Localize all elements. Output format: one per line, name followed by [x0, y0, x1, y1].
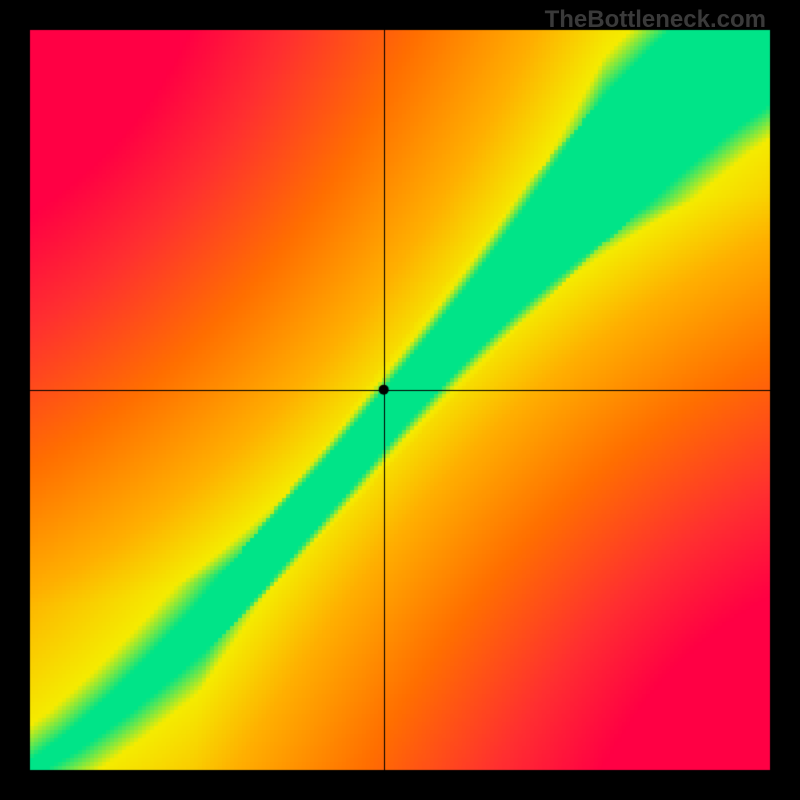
- heatmap-canvas: [0, 0, 800, 800]
- chart-container: TheBottleneck.com: [0, 0, 800, 800]
- watermark-text: TheBottleneck.com: [545, 6, 766, 34]
